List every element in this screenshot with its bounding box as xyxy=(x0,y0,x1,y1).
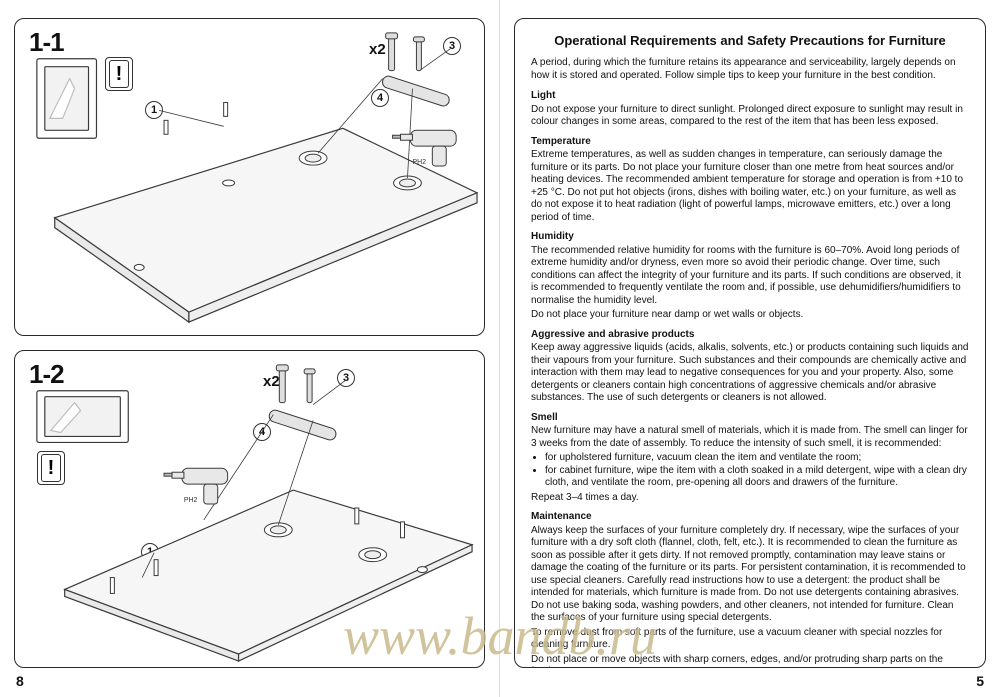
svg-text:PH2: PH2 xyxy=(184,497,198,504)
section: SmellNew furniture may have a natural sm… xyxy=(531,412,969,505)
section-paragraph: Do not expose your furniture to direct s… xyxy=(531,104,969,129)
illustration-1-1: PH2 xyxy=(15,19,484,335)
illustration-1-2: PH2 xyxy=(15,351,484,667)
sections-container: LightDo not expose your furniture to dir… xyxy=(531,90,969,668)
section-paragraph: To remove dust from soft parts of the fu… xyxy=(531,627,969,652)
right-page: Operational Requirements and Safety Prec… xyxy=(500,0,1000,697)
section-paragraph: Repeat 3–4 times a day. xyxy=(531,492,969,505)
section-paragraph: The recommended relative humidity for ro… xyxy=(531,245,969,308)
page-number-left: 8 xyxy=(16,673,24,689)
intro-text: A period, during which the furniture ret… xyxy=(531,57,969,82)
section-paragraph: Keep away aggressive liquids (acids, alk… xyxy=(531,342,969,405)
left-page: 1-1 ! x2 1 3 4 xyxy=(0,0,500,697)
section-list: for upholstered furniture, vacuum clean … xyxy=(545,452,969,490)
section-heading: Temperature xyxy=(531,136,969,149)
document-title: Operational Requirements and Safety Prec… xyxy=(531,33,969,49)
section-heading: Aggressive and abrasive products xyxy=(531,329,969,342)
section: TemperatureExtreme temperatures, as well… xyxy=(531,136,969,225)
assembly-step-1-2: 1-2 ! x2 1 3 4 xyxy=(14,350,485,668)
assembly-step-1-1: 1-1 ! x2 1 3 4 xyxy=(14,18,485,336)
section-paragraph: Do not place your furniture near damp or… xyxy=(531,309,969,322)
section-paragraph: Always keep the surfaces of your furnitu… xyxy=(531,525,969,625)
section: MaintenanceAlways keep the surfaces of y… xyxy=(531,511,969,668)
safety-text-frame: Operational Requirements and Safety Prec… xyxy=(514,18,986,668)
page-spread: 1-1 ! x2 1 3 4 xyxy=(0,0,1000,697)
section-heading: Maintenance xyxy=(531,511,969,524)
svg-text:PH2: PH2 xyxy=(412,159,426,166)
section-paragraph: Extreme temperatures, as well as sudden … xyxy=(531,149,969,224)
section: Aggressive and abrasive productsKeep awa… xyxy=(531,329,969,405)
section-paragraph: Do not place or move objects with sharp … xyxy=(531,654,969,668)
section: HumidityThe recommended relative humidit… xyxy=(531,231,969,322)
section-heading: Smell xyxy=(531,412,969,425)
list-item: for upholstered furniture, vacuum clean … xyxy=(545,452,969,465)
section-heading: Humidity xyxy=(531,231,969,244)
section-heading: Light xyxy=(531,90,969,103)
page-number-right: 5 xyxy=(976,673,984,689)
section: LightDo not expose your furniture to dir… xyxy=(531,90,969,129)
section-paragraph: New furniture may have a natural smell o… xyxy=(531,425,969,450)
list-item: for cabinet furniture, wipe the item wit… xyxy=(545,465,969,490)
